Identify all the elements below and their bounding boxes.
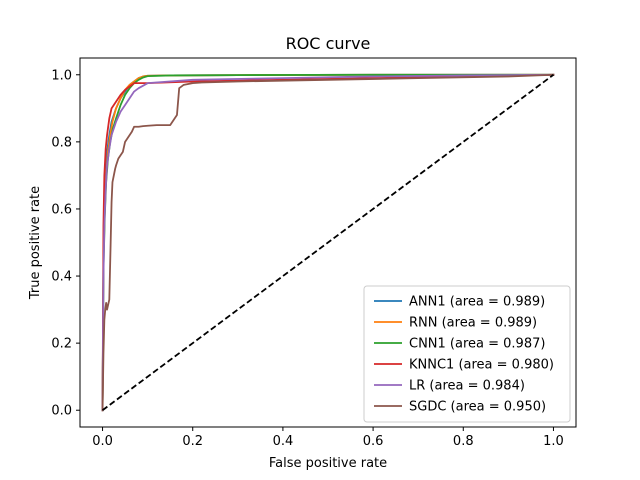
x-tick-label: 0.2 <box>182 434 203 449</box>
legend-label: CNN1 (area = 0.987) <box>409 337 545 352</box>
x-axis-ticks: 0.0 0.2 0.4 0.6 0.8 1.0 <box>92 427 564 449</box>
y-tick-label: 0.2 <box>51 337 72 352</box>
reference-diagonal-line <box>102 74 554 411</box>
legend-label: LR (area = 0.984) <box>409 379 525 394</box>
y-tick-label: 0.4 <box>51 270 72 285</box>
y-axis-ticks: 0.0 0.2 0.4 0.6 0.8 1.0 <box>51 68 80 419</box>
chart-title: ROC curve <box>286 34 371 53</box>
x-tick-label: 0.8 <box>453 434 474 449</box>
x-tick-label: 0.0 <box>92 434 113 449</box>
plot-frame <box>79 57 577 428</box>
legend-label: KNNC1 (area = 0.980) <box>409 358 554 373</box>
y-tick-label: 0.6 <box>51 202 72 217</box>
legend-label: SGDC (area = 0.950) <box>409 400 546 415</box>
x-axis-label: False positive rate <box>269 456 387 471</box>
x-tick-label: 0.4 <box>273 434 294 449</box>
x-tick-label: 0.6 <box>363 434 384 449</box>
x-tick-label: 1.0 <box>543 434 564 449</box>
y-tick-label: 0.0 <box>51 404 72 419</box>
legend-label: RNN (area = 0.989) <box>409 316 537 331</box>
plot-lines <box>101 73 555 412</box>
legend: ANN1 (area = 0.989) RNN (area = 0.989) CNN… <box>363 285 571 423</box>
legend-frame <box>363 285 571 423</box>
y-tick-label: 0.8 <box>51 135 72 150</box>
series-line-4 <box>101 73 555 412</box>
y-tick-label: 1.0 <box>51 68 72 83</box>
y-axis-label: True positive rate <box>28 186 43 300</box>
series-line-5 <box>101 73 555 412</box>
legend-label: ANN1 (area = 0.989) <box>409 295 545 310</box>
